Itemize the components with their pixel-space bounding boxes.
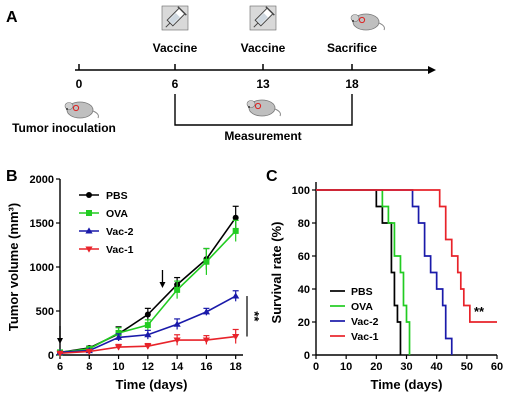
x-tick-label: 8 xyxy=(86,361,92,373)
legend-label: OVA xyxy=(351,301,373,313)
y-axis-title: Survival rate (%) xyxy=(269,222,284,324)
data-point xyxy=(203,258,210,265)
x-tick-label: 50 xyxy=(461,361,473,373)
y-tick-label: 0 xyxy=(48,350,54,362)
x-tick-label: 14 xyxy=(171,361,184,373)
x-tick-label: 10 xyxy=(112,361,124,373)
x-tick-label: 18 xyxy=(230,361,242,373)
data-point xyxy=(202,308,210,315)
mouse-icon xyxy=(350,13,385,31)
data-point xyxy=(174,286,181,293)
treatment-arrowhead xyxy=(57,338,63,344)
y-tick-label: 0 xyxy=(304,350,310,362)
survival-curve-vac-1 xyxy=(316,189,497,323)
legend-label: Vac-2 xyxy=(351,316,379,328)
day-label-18: 18 xyxy=(345,77,359,91)
y-tick-label: 2000 xyxy=(30,174,54,186)
panel-a-letter: A xyxy=(6,9,18,26)
y-axis-title: Tumor volume (mm³) xyxy=(6,203,21,331)
event-label-inoculation: Tumor inoculation xyxy=(12,121,116,135)
x-tick-label: 40 xyxy=(431,361,443,373)
legend-label: OVA xyxy=(106,208,128,220)
event-label-vaccine-1: Vaccine xyxy=(153,41,198,55)
survival-chart: 0 20 40 60 80 100 0 10 20 30 40 50 60 Time (days) Surv… xyxy=(269,182,503,392)
y-tick-label: 60 xyxy=(298,251,310,263)
data-point xyxy=(232,214,239,221)
legend-label: Vac-1 xyxy=(351,331,379,343)
data-point xyxy=(173,320,181,327)
significance-label: ** xyxy=(247,311,262,322)
legend-marker xyxy=(85,246,93,253)
y-tick-label: 40 xyxy=(298,284,310,296)
timeline-arrowhead xyxy=(428,66,436,74)
significance-label: ** xyxy=(474,304,485,319)
data-point xyxy=(114,344,123,351)
data-point xyxy=(114,333,123,340)
panel-b-letter: B xyxy=(6,168,18,185)
x-tick-label: 6 xyxy=(57,361,63,373)
legend-marker xyxy=(86,210,92,216)
measurement-bracket xyxy=(174,94,353,126)
x-tick-label: 60 xyxy=(491,361,503,373)
data-point xyxy=(144,322,151,329)
legend-label: PBS xyxy=(351,286,373,298)
treatment-arrowhead xyxy=(159,282,166,288)
survival-curve-vac-2 xyxy=(316,189,453,355)
event-label-sacrifice: Sacrifice xyxy=(327,41,377,55)
data-point xyxy=(173,337,181,344)
day-label-6: 6 xyxy=(172,77,179,91)
x-tick-label: 0 xyxy=(313,361,319,373)
y-tick-label: 20 xyxy=(298,317,310,329)
legend-marker xyxy=(86,192,92,198)
data-point xyxy=(232,334,240,341)
data-point xyxy=(202,337,210,344)
event-label-vaccine-2: Vaccine xyxy=(241,41,286,55)
y-tick-label: 80 xyxy=(298,218,310,230)
mouse-icon xyxy=(246,99,281,117)
series-vac-1 xyxy=(56,328,240,357)
day-label-13: 13 xyxy=(256,77,270,91)
day-label-0: 0 xyxy=(76,77,83,91)
x-axis-title: Time (days) xyxy=(370,377,442,392)
legend-label: Vac-2 xyxy=(106,226,134,238)
survival-curve-ova xyxy=(316,189,411,355)
data-point xyxy=(232,227,239,234)
syringe-icon xyxy=(249,5,277,31)
x-tick-label: 20 xyxy=(370,361,382,373)
y-tick-label: 1500 xyxy=(30,218,54,230)
legend-label: Vac-1 xyxy=(106,244,134,256)
y-tick-label: 100 xyxy=(292,185,310,197)
tumor-volume-chart: 0 500 1000 1500 2000 6 8 10 12 14 16 18 Time (days) T… xyxy=(6,174,262,392)
y-tick-label: 500 xyxy=(36,306,54,318)
x-tick-label: 30 xyxy=(400,361,412,373)
x-tick-label: 12 xyxy=(142,361,154,373)
measurement-label: Measurement xyxy=(224,129,301,143)
data-point xyxy=(144,311,151,318)
mouse-icon xyxy=(64,101,99,119)
syringe-icon xyxy=(161,5,189,31)
data-point xyxy=(85,348,93,356)
legend-marker xyxy=(85,227,93,234)
data-point xyxy=(115,330,122,336)
x-tick-label: 10 xyxy=(340,361,352,373)
panel-c-letter: C xyxy=(266,168,278,185)
x-tick-label: 16 xyxy=(200,361,212,373)
data-point xyxy=(144,343,152,350)
survival-curve-pbs xyxy=(316,189,402,355)
y-tick-label: 1000 xyxy=(30,262,54,274)
x-axis-title: Time (days) xyxy=(115,377,187,392)
data-point xyxy=(144,331,152,338)
legend-label: PBS xyxy=(106,190,128,202)
data-point xyxy=(232,292,240,299)
data-point xyxy=(56,350,64,357)
